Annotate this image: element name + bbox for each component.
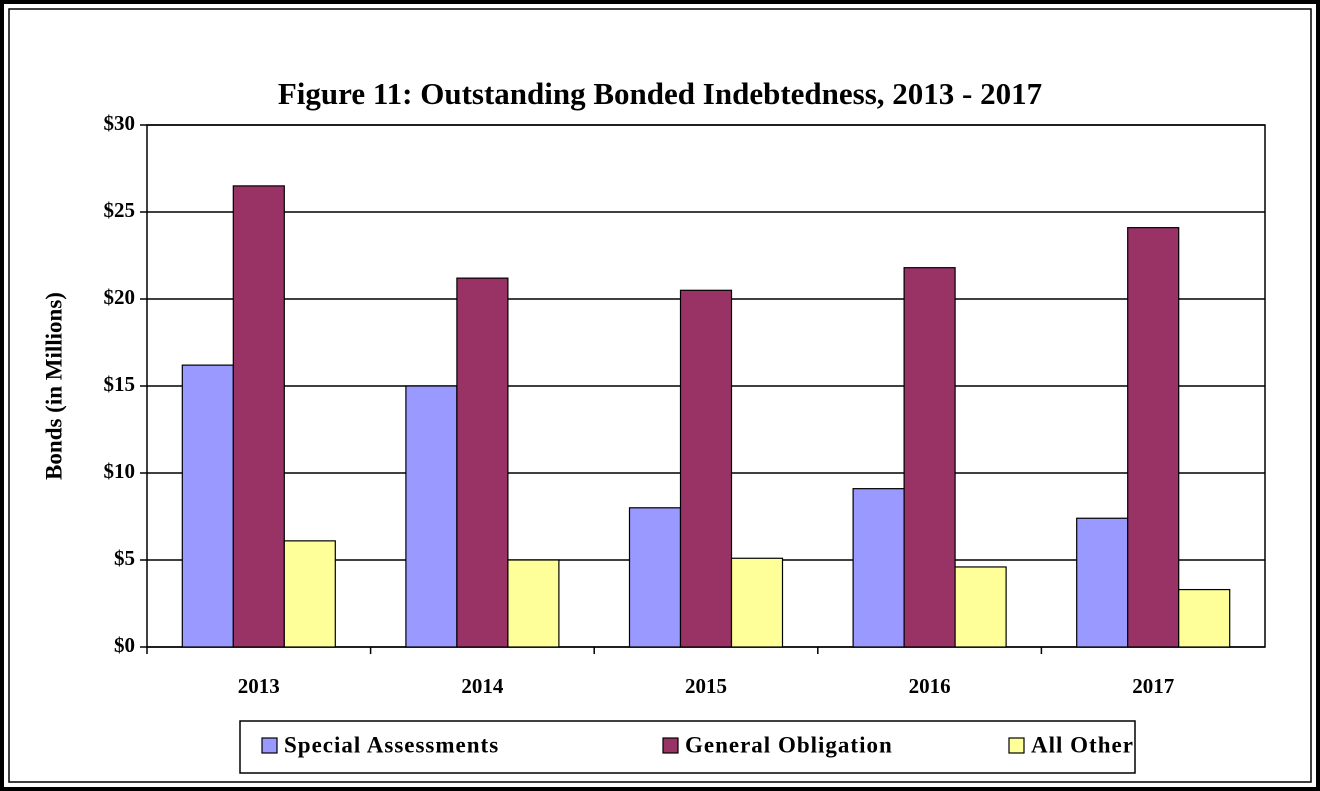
legend-swatch [662, 737, 679, 754]
y-tick-label: $5 [114, 546, 135, 570]
x-tick-label: 2016 [909, 674, 951, 698]
bar [283, 540, 336, 648]
bar [730, 557, 784, 648]
bar [852, 488, 905, 648]
legend-label: All Other [1031, 732, 1134, 757]
x-tick-label: 2017 [1132, 674, 1174, 698]
legend-swatch [261, 737, 278, 754]
bar [1127, 227, 1180, 648]
inner-border [8, 8, 1312, 783]
legend-label: General Obligation [685, 732, 893, 757]
y-axis-label: Bonds (in Millions) [41, 292, 66, 480]
x-tick-label: 2013 [238, 674, 280, 698]
y-tick-label: $30 [104, 111, 136, 135]
y-tick-label: $0 [114, 633, 135, 657]
bar [456, 277, 509, 648]
y-tick-label: $15 [104, 372, 136, 396]
bar [507, 559, 560, 648]
bar [1178, 588, 1231, 648]
bar [903, 267, 956, 648]
legend-swatch [1008, 737, 1025, 754]
x-tick-label: 2015 [685, 674, 727, 698]
legend-box [239, 720, 1136, 774]
bar [679, 289, 733, 648]
y-tick-label: $20 [104, 285, 136, 309]
y-tick-label: $10 [104, 459, 136, 483]
bar [181, 364, 234, 648]
chart-title: Figure 11: Outstanding Bonded Indebtedne… [278, 76, 1042, 111]
bar [232, 185, 285, 648]
bar [1076, 517, 1129, 648]
bar [628, 507, 682, 648]
legend-label: Special Assessments [284, 732, 499, 757]
y-tick-label: $25 [104, 198, 136, 222]
bar [405, 385, 458, 648]
bar [954, 566, 1007, 648]
x-tick-label: 2014 [461, 674, 504, 698]
